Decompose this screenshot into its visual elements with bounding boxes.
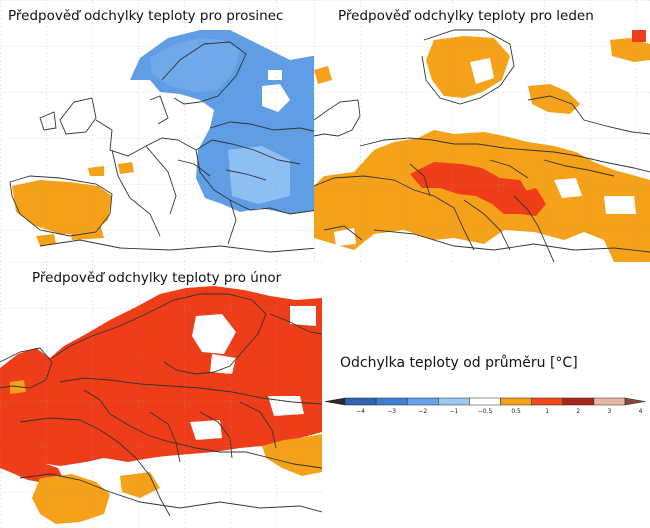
legend-swatch: [375, 397, 408, 406]
legend-swatch: [593, 397, 626, 406]
panel-title-february: Předpověď odchylky teploty pro únor: [32, 270, 282, 286]
legend-tick-label: −4: [356, 408, 365, 415]
legend-tick-label: −0.5: [478, 408, 493, 415]
legend-tick-label: −3: [387, 408, 396, 415]
map-panel-december: Předpověď odchylky teploty pro prosinec: [0, 0, 318, 262]
legend-tick-label: 3: [608, 408, 612, 415]
legend-swatch: [406, 397, 439, 406]
legend-tick-label: 4: [639, 408, 643, 415]
map-panel-january: Předpověď odchylky teploty pro leden: [314, 0, 650, 262]
legend-swatch: [531, 397, 564, 406]
legend-tick-label: −2: [418, 408, 427, 415]
legend-swatch: [562, 397, 595, 406]
legend-swatch: [500, 397, 532, 406]
panel-title-december: Předpověď odchylky teploty pro prosinec: [8, 8, 284, 24]
legend-swatch: [438, 397, 470, 406]
legend-swatch: [344, 397, 377, 406]
legend-swatch: [469, 397, 501, 406]
map-january: [314, 0, 650, 262]
legend-tick-label: −1: [449, 408, 458, 415]
legend-arrow-left: [324, 397, 346, 406]
legend-title: Odchylka teploty od průměru [°C]: [340, 355, 578, 371]
legend-colorbar: −4 −3 −2 −1 −0.5 0.5 1 2 3 4: [324, 397, 646, 415]
legend-tick-label: 1: [545, 408, 549, 415]
legend-tick-label: 0.5: [511, 408, 521, 415]
map-december: [0, 0, 318, 262]
map-february: [0, 262, 322, 528]
legend-arrow-right: [624, 397, 646, 406]
panel-title-january: Předpověď odchylky teploty pro leden: [338, 8, 594, 24]
legend-tick-label: 2: [576, 408, 580, 415]
map-panel-february: Předpověď odchylky teploty pro únor: [0, 262, 322, 528]
